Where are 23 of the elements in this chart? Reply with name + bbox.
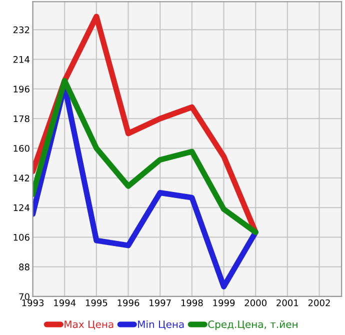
x-tick-label: 2000 <box>244 299 266 306</box>
y-tick-label: 70 <box>19 293 30 300</box>
x-tick-label: 1996 <box>118 299 140 306</box>
y-tick-label: 160 <box>14 144 30 152</box>
x-tick-label: 1995 <box>86 299 108 306</box>
x-tick-label: 1997 <box>150 299 171 306</box>
x-tick-label: 2002 <box>308 299 330 306</box>
y-tick-label: 124 <box>14 204 30 211</box>
legend-label: Сред.Цена, т.йен <box>208 320 298 330</box>
x-tick-label: 1998 <box>181 299 203 306</box>
y-tick-label: 178 <box>14 115 30 122</box>
x-tick-label: 1993 <box>22 299 44 306</box>
y-tick-label: 142 <box>14 174 30 182</box>
y-tick-label: 214 <box>13 56 30 63</box>
y-tick-label: 106 <box>14 234 30 241</box>
legend-label: Max Цена <box>64 320 114 330</box>
x-tick-label: 1999 <box>213 299 235 306</box>
y-tick-label: 196 <box>14 86 30 93</box>
x-tick-label: 1994 <box>54 299 76 306</box>
y-tick-label: 88 <box>19 264 30 270</box>
x-tick-label: 2001 <box>276 299 298 306</box>
y-tick-label: 232 <box>13 26 30 34</box>
legend-label: Min Цена <box>138 320 184 330</box>
